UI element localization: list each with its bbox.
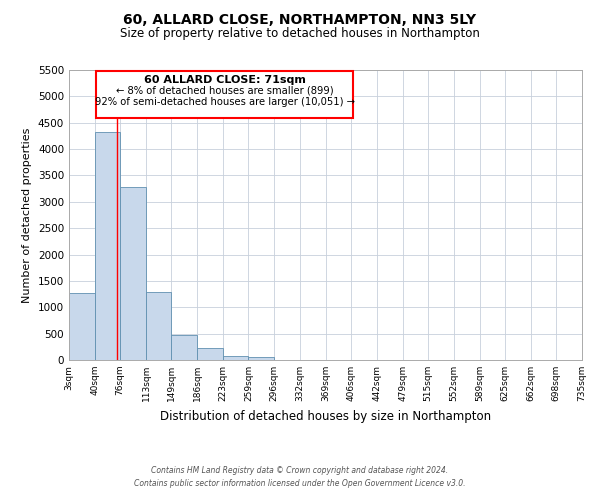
X-axis label: Distribution of detached houses by size in Northampton: Distribution of detached houses by size … (160, 410, 491, 422)
Bar (197, 348, 223, 360)
Text: Contains HM Land Registry data © Crown copyright and database right 2024.
Contai: Contains HM Land Registry data © Crown c… (134, 466, 466, 487)
Bar (120, 186, 146, 360)
Text: ← 8% of detached houses are smaller (899): ← 8% of detached houses are smaller (899… (116, 86, 334, 96)
Text: 60 ALLARD CLOSE: 71sqm: 60 ALLARD CLOSE: 71sqm (143, 76, 305, 86)
FancyBboxPatch shape (97, 71, 353, 118)
Bar (146, 292, 172, 360)
Text: Size of property relative to detached houses in Northampton: Size of property relative to detached ho… (120, 28, 480, 40)
Bar (69, 293, 95, 360)
Text: 92% of semi-detached houses are larger (10,051) →: 92% of semi-detached houses are larger (… (95, 97, 355, 107)
Bar (172, 334, 197, 360)
Text: 60, ALLARD CLOSE, NORTHAMPTON, NN3 5LY: 60, ALLARD CLOSE, NORTHAMPTON, NN3 5LY (124, 12, 476, 26)
Y-axis label: Number of detached properties: Number of detached properties (22, 128, 32, 302)
Bar (95, 132, 120, 360)
Bar (223, 356, 248, 360)
Bar (248, 358, 274, 360)
